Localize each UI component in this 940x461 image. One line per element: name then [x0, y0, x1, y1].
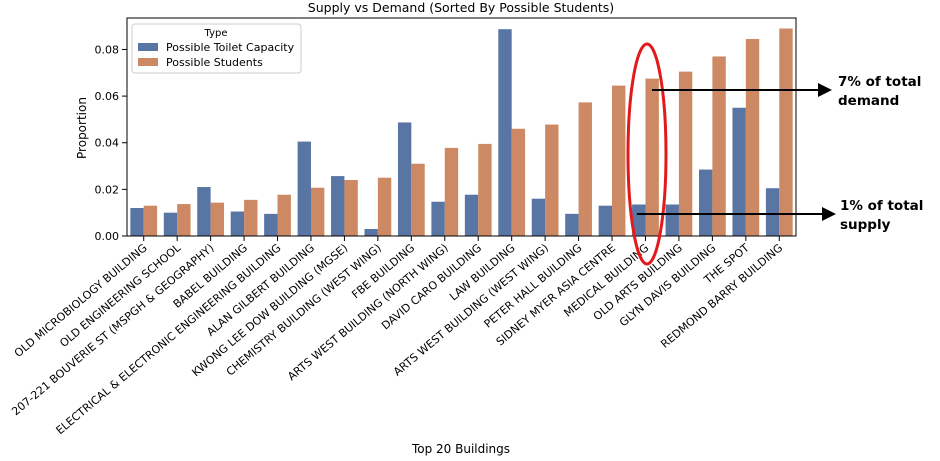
legend-swatch-possible-students [138, 58, 158, 66]
bar-possible-toilet-capacity-11 [464, 194, 479, 236]
bar-possible-students-11 [478, 143, 492, 236]
bar-possible-toilet-capacity-15 [598, 205, 613, 236]
bar-possible-students-14 [578, 102, 592, 237]
bar-possible-students-13 [545, 124, 559, 236]
x-tick-label: REDMOND BARRY BUILDING [658, 241, 785, 350]
demand-annotation-line-1: 7% of total [838, 74, 921, 90]
bar-possible-toilet-capacity-13 [531, 198, 546, 236]
y-tick-label: 0.06 [95, 90, 120, 103]
demand-annotation: 7% of total demand [838, 74, 926, 109]
bar-possible-students-19 [745, 38, 760, 237]
bar-possible-students-6 [310, 187, 325, 236]
supply-annotation-line-1: 1% of total [840, 198, 923, 214]
bar-possible-students-20 [779, 28, 793, 236]
bar-possible-students-12 [511, 128, 526, 236]
legend-title: Type [204, 28, 228, 39]
y-tick-label: 0.02 [95, 183, 120, 196]
bar-possible-students-16 [645, 78, 659, 237]
bar-possible-toilet-capacity-18 [699, 169, 713, 236]
bar-possible-toilet-capacity-12 [498, 29, 512, 236]
supply-annotation-line-2: supply [840, 217, 891, 233]
bar-possible-students-3 [210, 202, 225, 236]
y-tick-label: 0.08 [95, 43, 120, 56]
bar-possible-students-17 [678, 71, 693, 236]
bar-possible-toilet-capacity-2 [163, 212, 178, 236]
bar-possible-students-9 [411, 163, 425, 236]
demand-arrow-head [818, 83, 832, 97]
y-axis: 0.00 0.02 0.04 0.06 0.08 [95, 43, 127, 243]
bar-possible-toilet-capacity-5 [264, 213, 278, 236]
bar-possible-toilet-capacity-1 [130, 208, 144, 236]
y-axis-label: Proportion [75, 97, 89, 159]
legend-label-toilet-capacity: Possible Toilet Capacity [166, 41, 295, 54]
supply-arrow-head [822, 207, 836, 221]
legend-box [131, 23, 302, 74]
bar-possible-students-5 [277, 194, 291, 236]
x-tick-label: ELECTRICAL & ELECTRONIC ENGINEERING BUIL… [54, 241, 284, 437]
bar-possible-students-8 [377, 177, 392, 236]
bar-possible-toilet-capacity-9 [397, 122, 412, 236]
bar-possible-students-4 [244, 199, 258, 236]
bar-possible-toilet-capacity-8 [364, 229, 378, 236]
annotations-layer: 7% of total demand 1% of total supply [626, 42, 928, 266]
bar-possible-toilet-capacity-10 [431, 201, 445, 236]
highlight-ellipse [626, 42, 668, 266]
bar-possible-toilet-capacity-4 [230, 211, 245, 236]
bar-possible-students-10 [444, 147, 459, 236]
plot-frame [126, 17, 797, 237]
chart-title: Supply vs Demand (Sorted By Possible Stu… [308, 0, 614, 15]
bar-possible-students-15 [612, 85, 626, 236]
y-tick-label: 0.00 [95, 230, 120, 243]
bar-possible-students-2 [177, 204, 191, 236]
bar-possible-toilet-capacity-19 [732, 107, 746, 236]
x-axis-label: Top 20 Buildings [411, 442, 510, 456]
bar-possible-students-18 [712, 56, 726, 236]
legend-swatch-toilet-capacity [138, 43, 158, 51]
bar-possible-toilet-capacity-14 [565, 213, 579, 236]
y-tick-label: 0.04 [95, 137, 120, 150]
supply-annotation: 1% of total supply [840, 198, 928, 233]
legend: Type Possible Toilet Capacity Possible S… [131, 23, 302, 74]
bar-possible-toilet-capacity-6 [297, 141, 311, 236]
bar-possible-students-7 [344, 180, 358, 236]
bar-possible-toilet-capacity-3 [197, 187, 211, 236]
bars-layer [130, 28, 793, 237]
demand-annotation-line-2: demand [838, 93, 899, 109]
bar-possible-toilet-capacity-20 [765, 188, 780, 236]
bar-possible-toilet-capacity-17 [665, 204, 679, 236]
bar-possible-students-1 [143, 205, 158, 236]
legend-label-possible-students: Possible Students [166, 56, 263, 69]
x-tick-label: OLD MICROBIOLOGY BUILDING [12, 241, 150, 360]
bar-possible-toilet-capacity-7 [331, 176, 345, 236]
bar-possible-toilet-capacity-16 [632, 204, 646, 236]
